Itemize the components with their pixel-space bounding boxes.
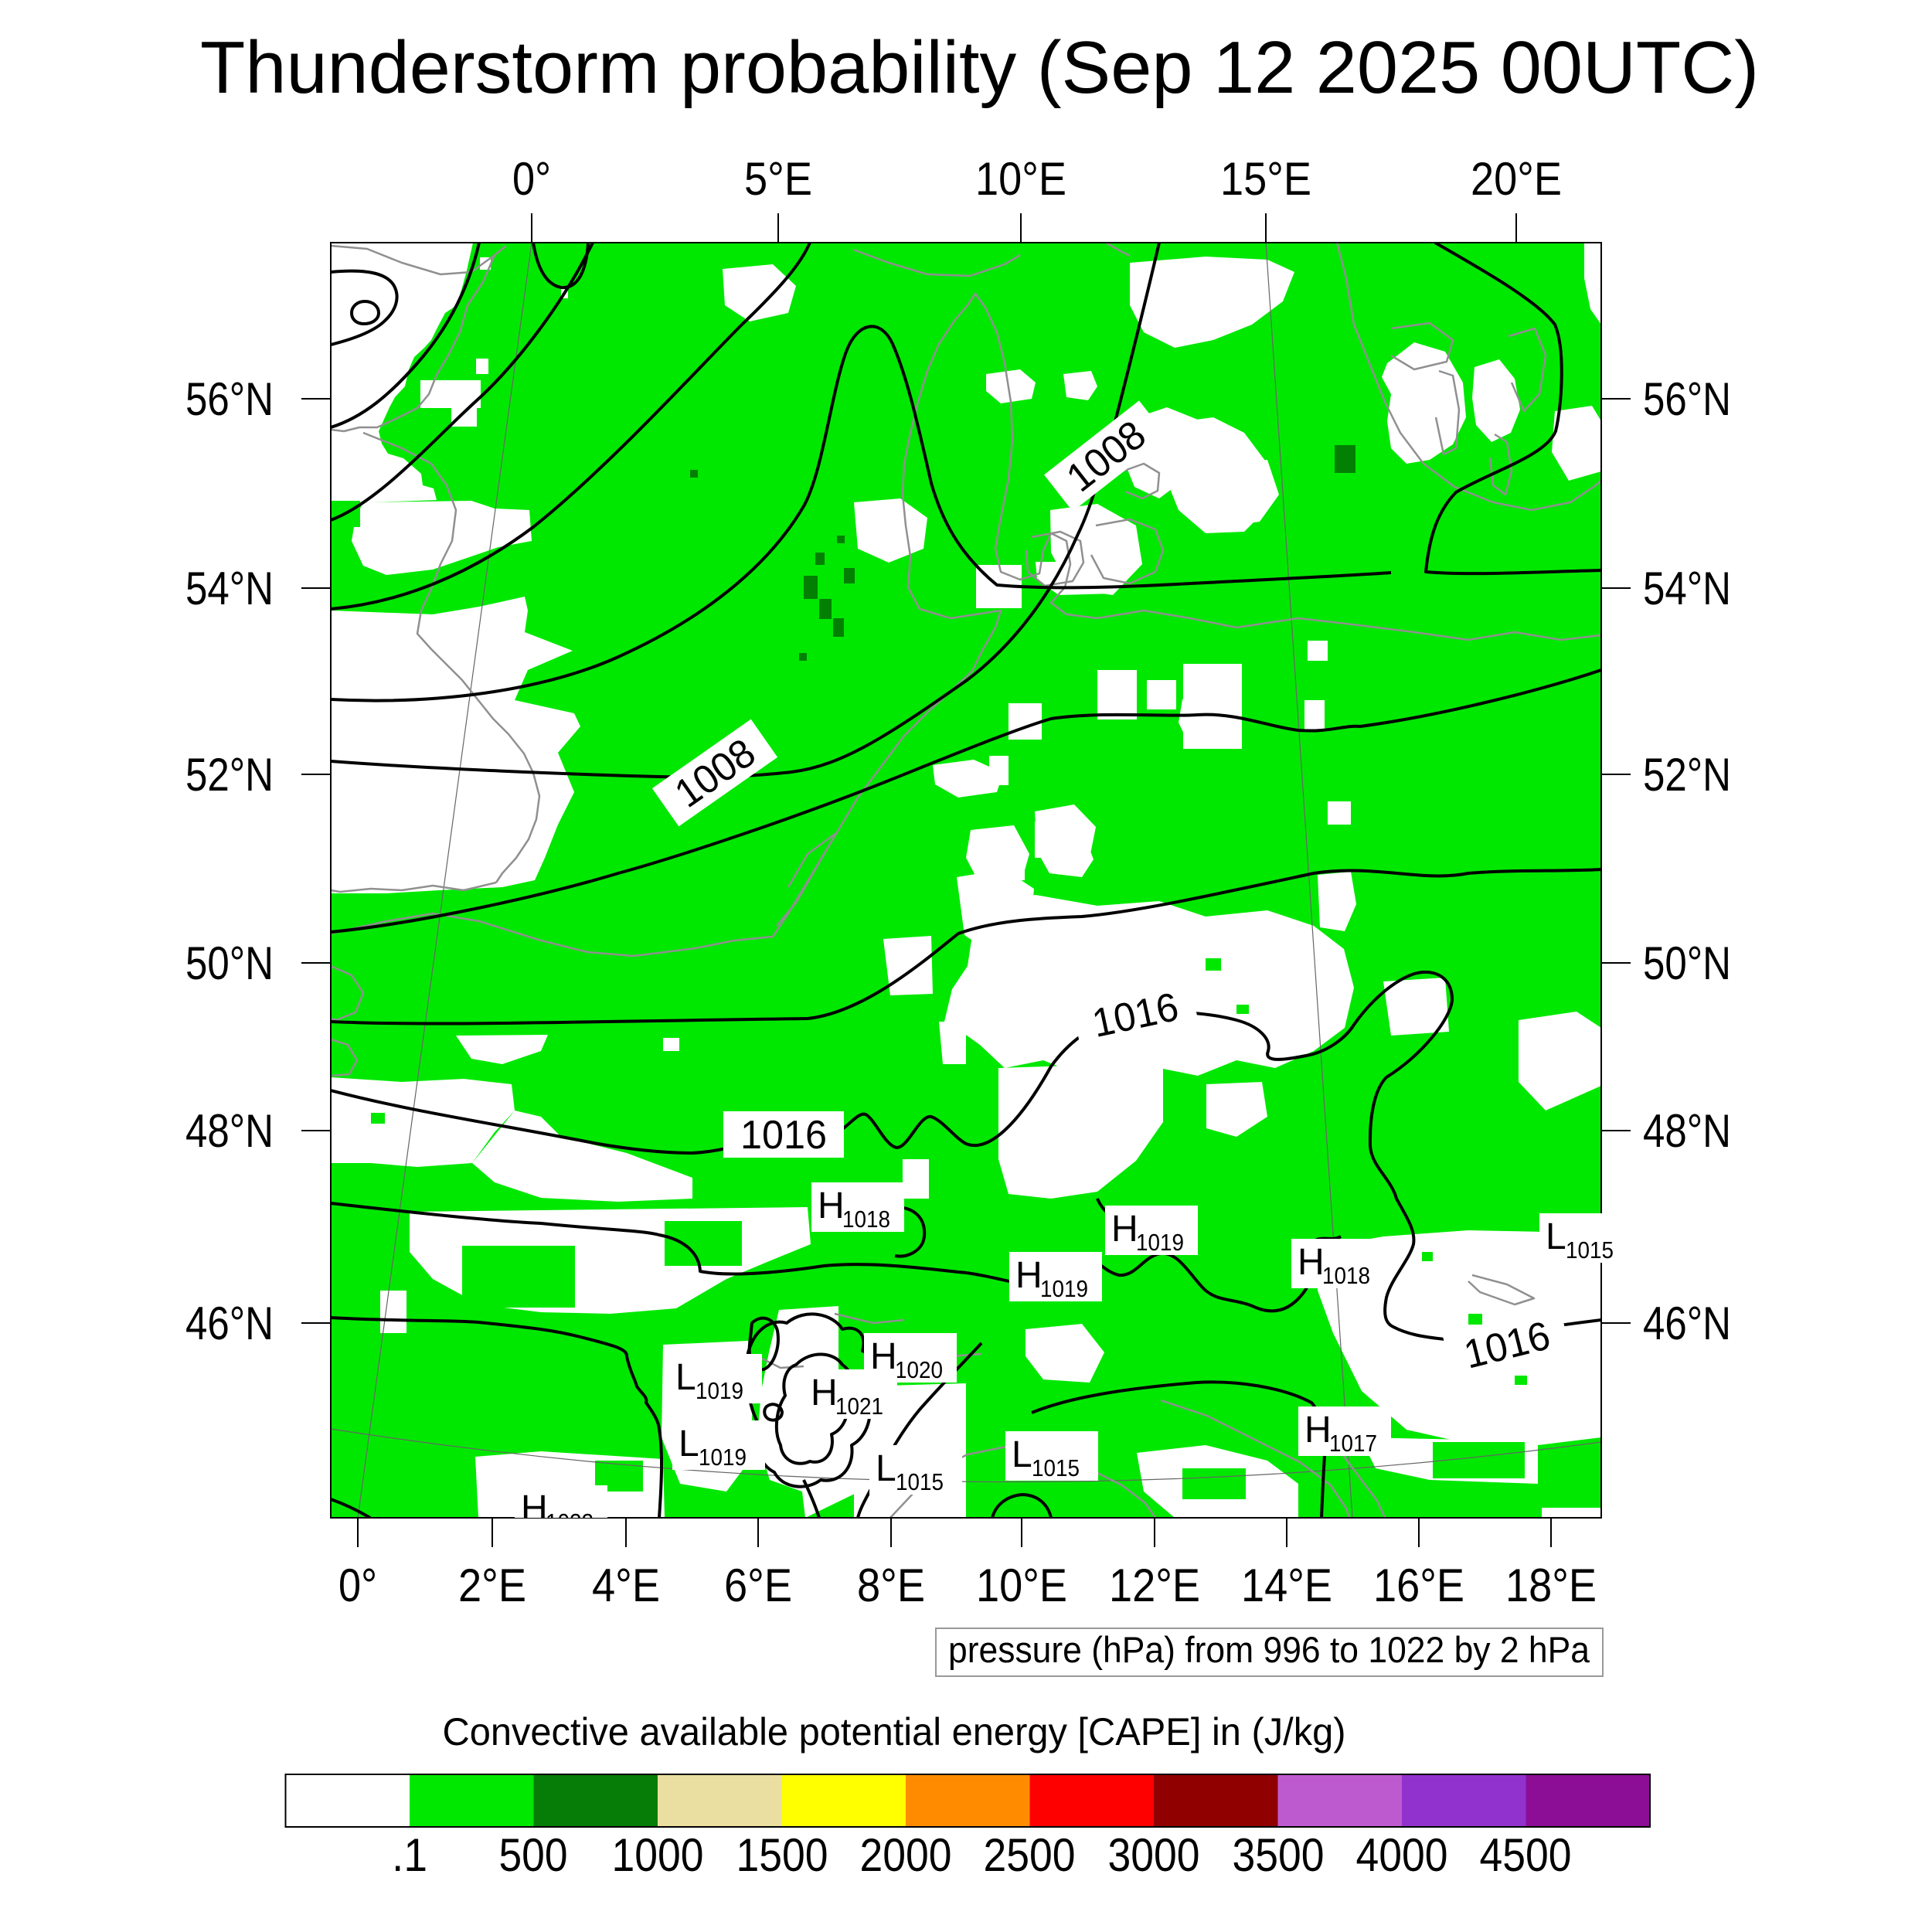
svg-text:1000: 1000 [612, 1829, 704, 1881]
svg-text:10°E: 10°E [975, 153, 1066, 205]
svg-text:2500: 2500 [984, 1829, 1076, 1881]
svg-text:1020: 1020 [895, 1356, 943, 1383]
svg-text:56°N: 56°N [185, 373, 274, 425]
svg-text:1015: 1015 [896, 1468, 944, 1495]
svg-text:1019: 1019 [1040, 1275, 1088, 1302]
svg-text:H: H [811, 1372, 838, 1413]
svg-text:1018: 1018 [842, 1206, 890, 1233]
svg-text:20°E: 20°E [1471, 153, 1562, 205]
svg-text:1018: 1018 [1322, 1262, 1370, 1289]
svg-text:14°E: 14°E [1241, 1560, 1332, 1611]
svg-text:H: H [1304, 1410, 1332, 1451]
svg-text:12°E: 12°E [1109, 1560, 1200, 1611]
svg-text:52°N: 52°N [185, 749, 274, 801]
svg-text:56°N: 56°N [1643, 373, 1731, 425]
svg-text:H: H [1015, 1255, 1043, 1296]
svg-text:54°N: 54°N [185, 563, 274, 614]
svg-text:H: H [818, 1185, 845, 1226]
svg-text:1017: 1017 [1329, 1430, 1377, 1457]
svg-text:4500: 4500 [1480, 1829, 1572, 1881]
svg-text:Convective available potential: Convective available potential energy [C… [443, 1710, 1346, 1753]
svg-text:50°N: 50°N [185, 937, 274, 989]
svg-text:48°N: 48°N [185, 1105, 274, 1157]
svg-text:1019: 1019 [1136, 1229, 1184, 1256]
svg-text:18°E: 18°E [1505, 1560, 1597, 1611]
svg-text:48°N: 48°N [1643, 1105, 1731, 1157]
svg-text:L: L [679, 1423, 699, 1464]
svg-text:pressure (hPa) from 996 to 102: pressure (hPa) from 996 to 1022 by 2 hPa [948, 1629, 1590, 1670]
svg-text:1021: 1021 [835, 1393, 883, 1420]
svg-text:1500: 1500 [736, 1829, 828, 1881]
svg-text:H: H [1298, 1242, 1325, 1283]
svg-text:46°N: 46°N [1643, 1298, 1731, 1349]
svg-text:1016: 1016 [740, 1113, 827, 1158]
svg-text:4°E: 4°E [592, 1560, 660, 1611]
svg-text:5°E: 5°E [744, 153, 812, 205]
svg-text:8°E: 8°E [857, 1560, 925, 1611]
svg-text:1019: 1019 [699, 1444, 747, 1471]
svg-text:L: L [1012, 1434, 1032, 1475]
svg-text:16°E: 16°E [1373, 1560, 1464, 1611]
svg-text:L: L [876, 1448, 896, 1489]
svg-text:0°: 0° [338, 1560, 377, 1611]
svg-text:10°E: 10°E [976, 1560, 1067, 1611]
svg-text:1022: 1022 [546, 1509, 594, 1536]
svg-text:1015: 1015 [1032, 1454, 1080, 1481]
svg-text:Thunderstorm probability (Sep: Thunderstorm probability (Sep 12 2025 00… [200, 26, 1759, 109]
svg-text:L: L [675, 1357, 696, 1398]
svg-text:500: 500 [499, 1829, 568, 1881]
svg-text:50°N: 50°N [1643, 937, 1731, 989]
svg-text:1015: 1015 [1566, 1236, 1614, 1264]
svg-text:6°E: 6°E [724, 1560, 792, 1611]
svg-text:2000: 2000 [860, 1829, 952, 1881]
svg-text:52°N: 52°N [1643, 749, 1731, 801]
svg-text:L: L [1546, 1216, 1566, 1257]
svg-text:2°E: 2°E [458, 1560, 526, 1611]
svg-text:0°: 0° [512, 153, 551, 205]
svg-text:15°E: 15°E [1220, 153, 1311, 205]
svg-text:1019: 1019 [696, 1377, 743, 1404]
svg-text:46°N: 46°N [185, 1298, 274, 1349]
svg-text:3000: 3000 [1108, 1829, 1200, 1881]
svg-text:H: H [521, 1488, 548, 1529]
svg-text:4000: 4000 [1356, 1829, 1448, 1881]
svg-text:3500: 3500 [1233, 1829, 1325, 1881]
svg-text:H: H [1111, 1209, 1138, 1250]
svg-text:54°N: 54°N [1643, 563, 1731, 614]
svg-text:.1: .1 [392, 1829, 427, 1881]
